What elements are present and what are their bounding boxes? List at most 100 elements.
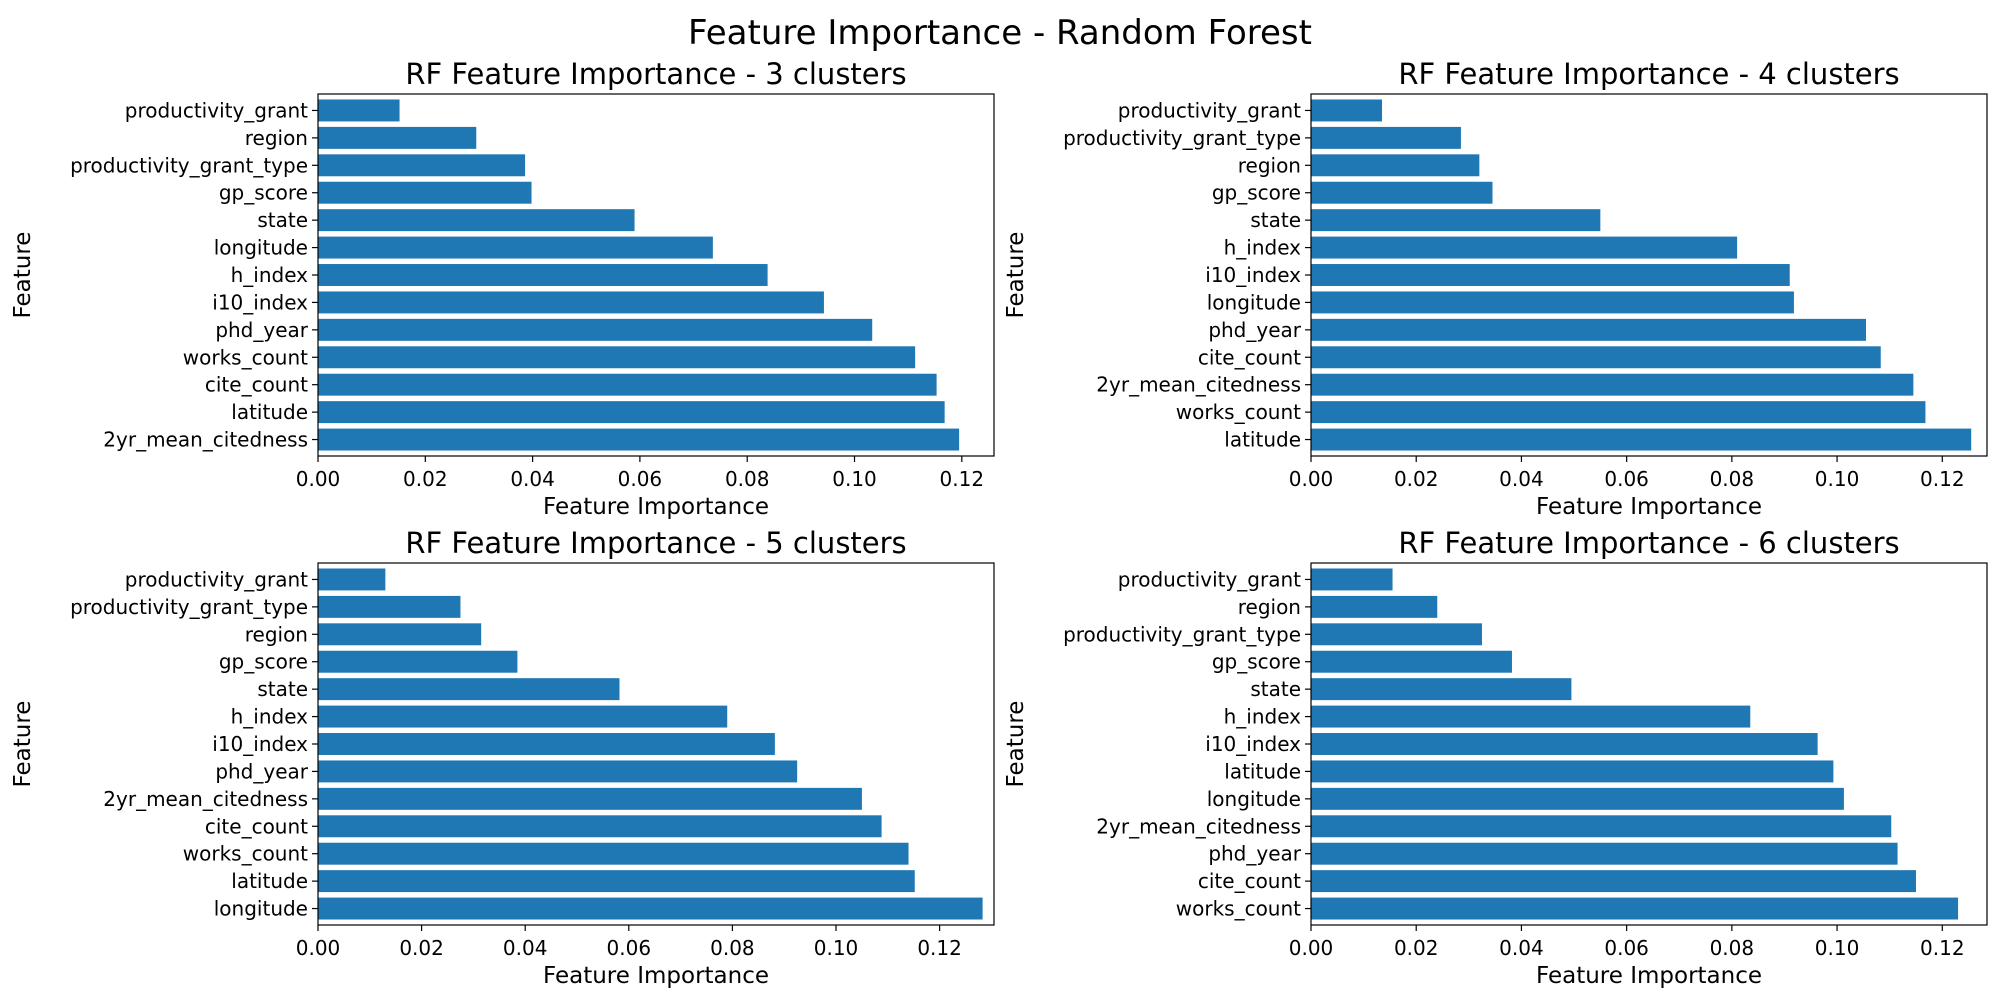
y-tick-label: region xyxy=(1238,153,1301,177)
bar xyxy=(1311,595,1438,618)
y-axis-label: Feature xyxy=(1003,701,1029,788)
y-tick-label: latitude xyxy=(231,400,308,424)
y-tick-label: works_count xyxy=(183,842,308,866)
y-tick-label: h_index xyxy=(1224,236,1302,260)
x-tick-label: 0.00 xyxy=(296,467,341,491)
y-axis-label: Feature xyxy=(10,232,36,319)
y-tick-label: productivity_grant xyxy=(1118,98,1301,122)
y-tick-label: h_index xyxy=(1224,705,1302,729)
bar xyxy=(1311,346,1881,369)
bar xyxy=(318,209,635,232)
y-tick-label: state xyxy=(257,677,308,701)
subplot-4: RF Feature Importance - 6 clusters works_… xyxy=(1003,526,1988,989)
subplot-title: RF Feature Importance - 6 clusters xyxy=(1398,526,1899,560)
y-tick-label: state xyxy=(1250,677,1301,701)
x-axis-label: Feature Importance xyxy=(1536,963,1762,989)
y-tick-label: state xyxy=(257,208,308,232)
y-tick-label: latitude xyxy=(1224,428,1301,452)
bar xyxy=(1311,181,1493,204)
y-tick-label: i10_index xyxy=(1205,732,1301,756)
x-tick-label: 0.06 xyxy=(618,467,663,491)
bar xyxy=(318,678,620,701)
bar xyxy=(318,733,775,755)
subplots: RF Feature Importance - 3 clusters 2yr_me… xyxy=(10,57,1988,989)
y-tick-label: latitude xyxy=(231,869,308,893)
figure-title: Feature Importance - Random Forest xyxy=(688,13,1312,53)
x-tick-label: 0.00 xyxy=(1289,936,1334,960)
bar xyxy=(1311,705,1751,728)
y-tick-label: longitude xyxy=(214,897,308,921)
bar xyxy=(318,787,862,810)
bar xyxy=(318,428,960,451)
x-tick-label: 0.04 xyxy=(1499,467,1544,491)
x-tick-label: 0.10 xyxy=(814,936,859,960)
y-tick-label: works_count xyxy=(183,345,308,369)
y-tick-label: longitude xyxy=(214,236,308,260)
bar xyxy=(1311,760,1834,783)
bar xyxy=(1311,650,1512,673)
subplot-1: RF Feature Importance - 3 clusters 2yr_me… xyxy=(10,57,995,520)
x-tick-label: 0.12 xyxy=(1920,467,1965,491)
x-tick-label: 0.08 xyxy=(1710,467,1755,491)
y-tick-label: i10_index xyxy=(212,290,308,314)
bar xyxy=(318,318,873,341)
y-tick-label: gp_score xyxy=(1212,181,1301,205)
y-tick-label: gp_score xyxy=(1212,650,1301,674)
bar xyxy=(318,264,768,286)
subplot-3: RF Feature Importance - 5 clusters longit… xyxy=(10,526,995,989)
subplot-title: RF Feature Importance - 5 clusters xyxy=(405,526,906,560)
y-axis-label: Feature xyxy=(1003,232,1029,319)
y-tick-label: 2yr_mean_citedness xyxy=(103,787,308,811)
y-tick-label: gp_score xyxy=(219,181,308,205)
bar xyxy=(318,595,461,618)
x-tick-label: 0.06 xyxy=(607,936,652,960)
y-tick-label: region xyxy=(245,622,308,646)
bar xyxy=(318,623,482,646)
bar xyxy=(1311,870,1916,893)
x-tick-label: 0.12 xyxy=(940,467,985,491)
bar xyxy=(318,99,400,122)
bar xyxy=(318,870,915,893)
x-tick-label: 0.04 xyxy=(503,936,548,960)
x-tick-label: 0.00 xyxy=(1289,467,1334,491)
y-tick-label: longitude xyxy=(1207,787,1301,811)
bar xyxy=(1311,428,1972,451)
x-tick-label: 0.12 xyxy=(917,936,962,960)
bar xyxy=(318,705,728,728)
bar xyxy=(1311,623,1482,646)
y-tick-label: 2yr_mean_citedness xyxy=(103,428,308,452)
y-axis-label: Feature xyxy=(10,701,36,788)
x-tick-label: 0.08 xyxy=(1710,936,1755,960)
bar xyxy=(1311,568,1393,591)
x-tick-label: 0.04 xyxy=(510,467,555,491)
y-tick-label: productivity_grant_type xyxy=(1063,126,1301,150)
bar xyxy=(1311,678,1572,701)
y-tick-label: gp_score xyxy=(219,650,308,674)
y-tick-label: region xyxy=(1238,595,1301,619)
bar xyxy=(318,236,713,259)
bar xyxy=(1311,318,1867,341)
bar xyxy=(1311,815,1892,838)
y-tick-label: cite_count xyxy=(1198,869,1301,893)
x-tick-label: 0.08 xyxy=(710,936,755,960)
x-tick-label: 0.06 xyxy=(1604,936,1649,960)
bar xyxy=(318,568,386,591)
subplot-title: RF Feature Importance - 3 clusters xyxy=(405,57,906,91)
y-tick-label: works_count xyxy=(1176,897,1301,921)
bar xyxy=(1311,897,1959,920)
y-tick-label: phd_year xyxy=(215,759,308,783)
bar xyxy=(1311,787,1844,810)
x-axis-label: Feature Importance xyxy=(1536,494,1762,520)
y-tick-label: i10_index xyxy=(212,732,308,756)
y-tick-label: productivity_grant xyxy=(125,98,308,122)
y-tick-label: phd_year xyxy=(1208,318,1301,342)
y-tick-label: i10_index xyxy=(1205,263,1301,287)
x-tick-label: 0.10 xyxy=(1815,467,1860,491)
x-tick-label: 0.02 xyxy=(399,936,444,960)
x-axis-label: Feature Importance xyxy=(543,494,769,520)
bar xyxy=(318,373,937,396)
bar xyxy=(1311,373,1914,396)
bar xyxy=(318,760,798,783)
x-tick-label: 0.10 xyxy=(832,467,877,491)
